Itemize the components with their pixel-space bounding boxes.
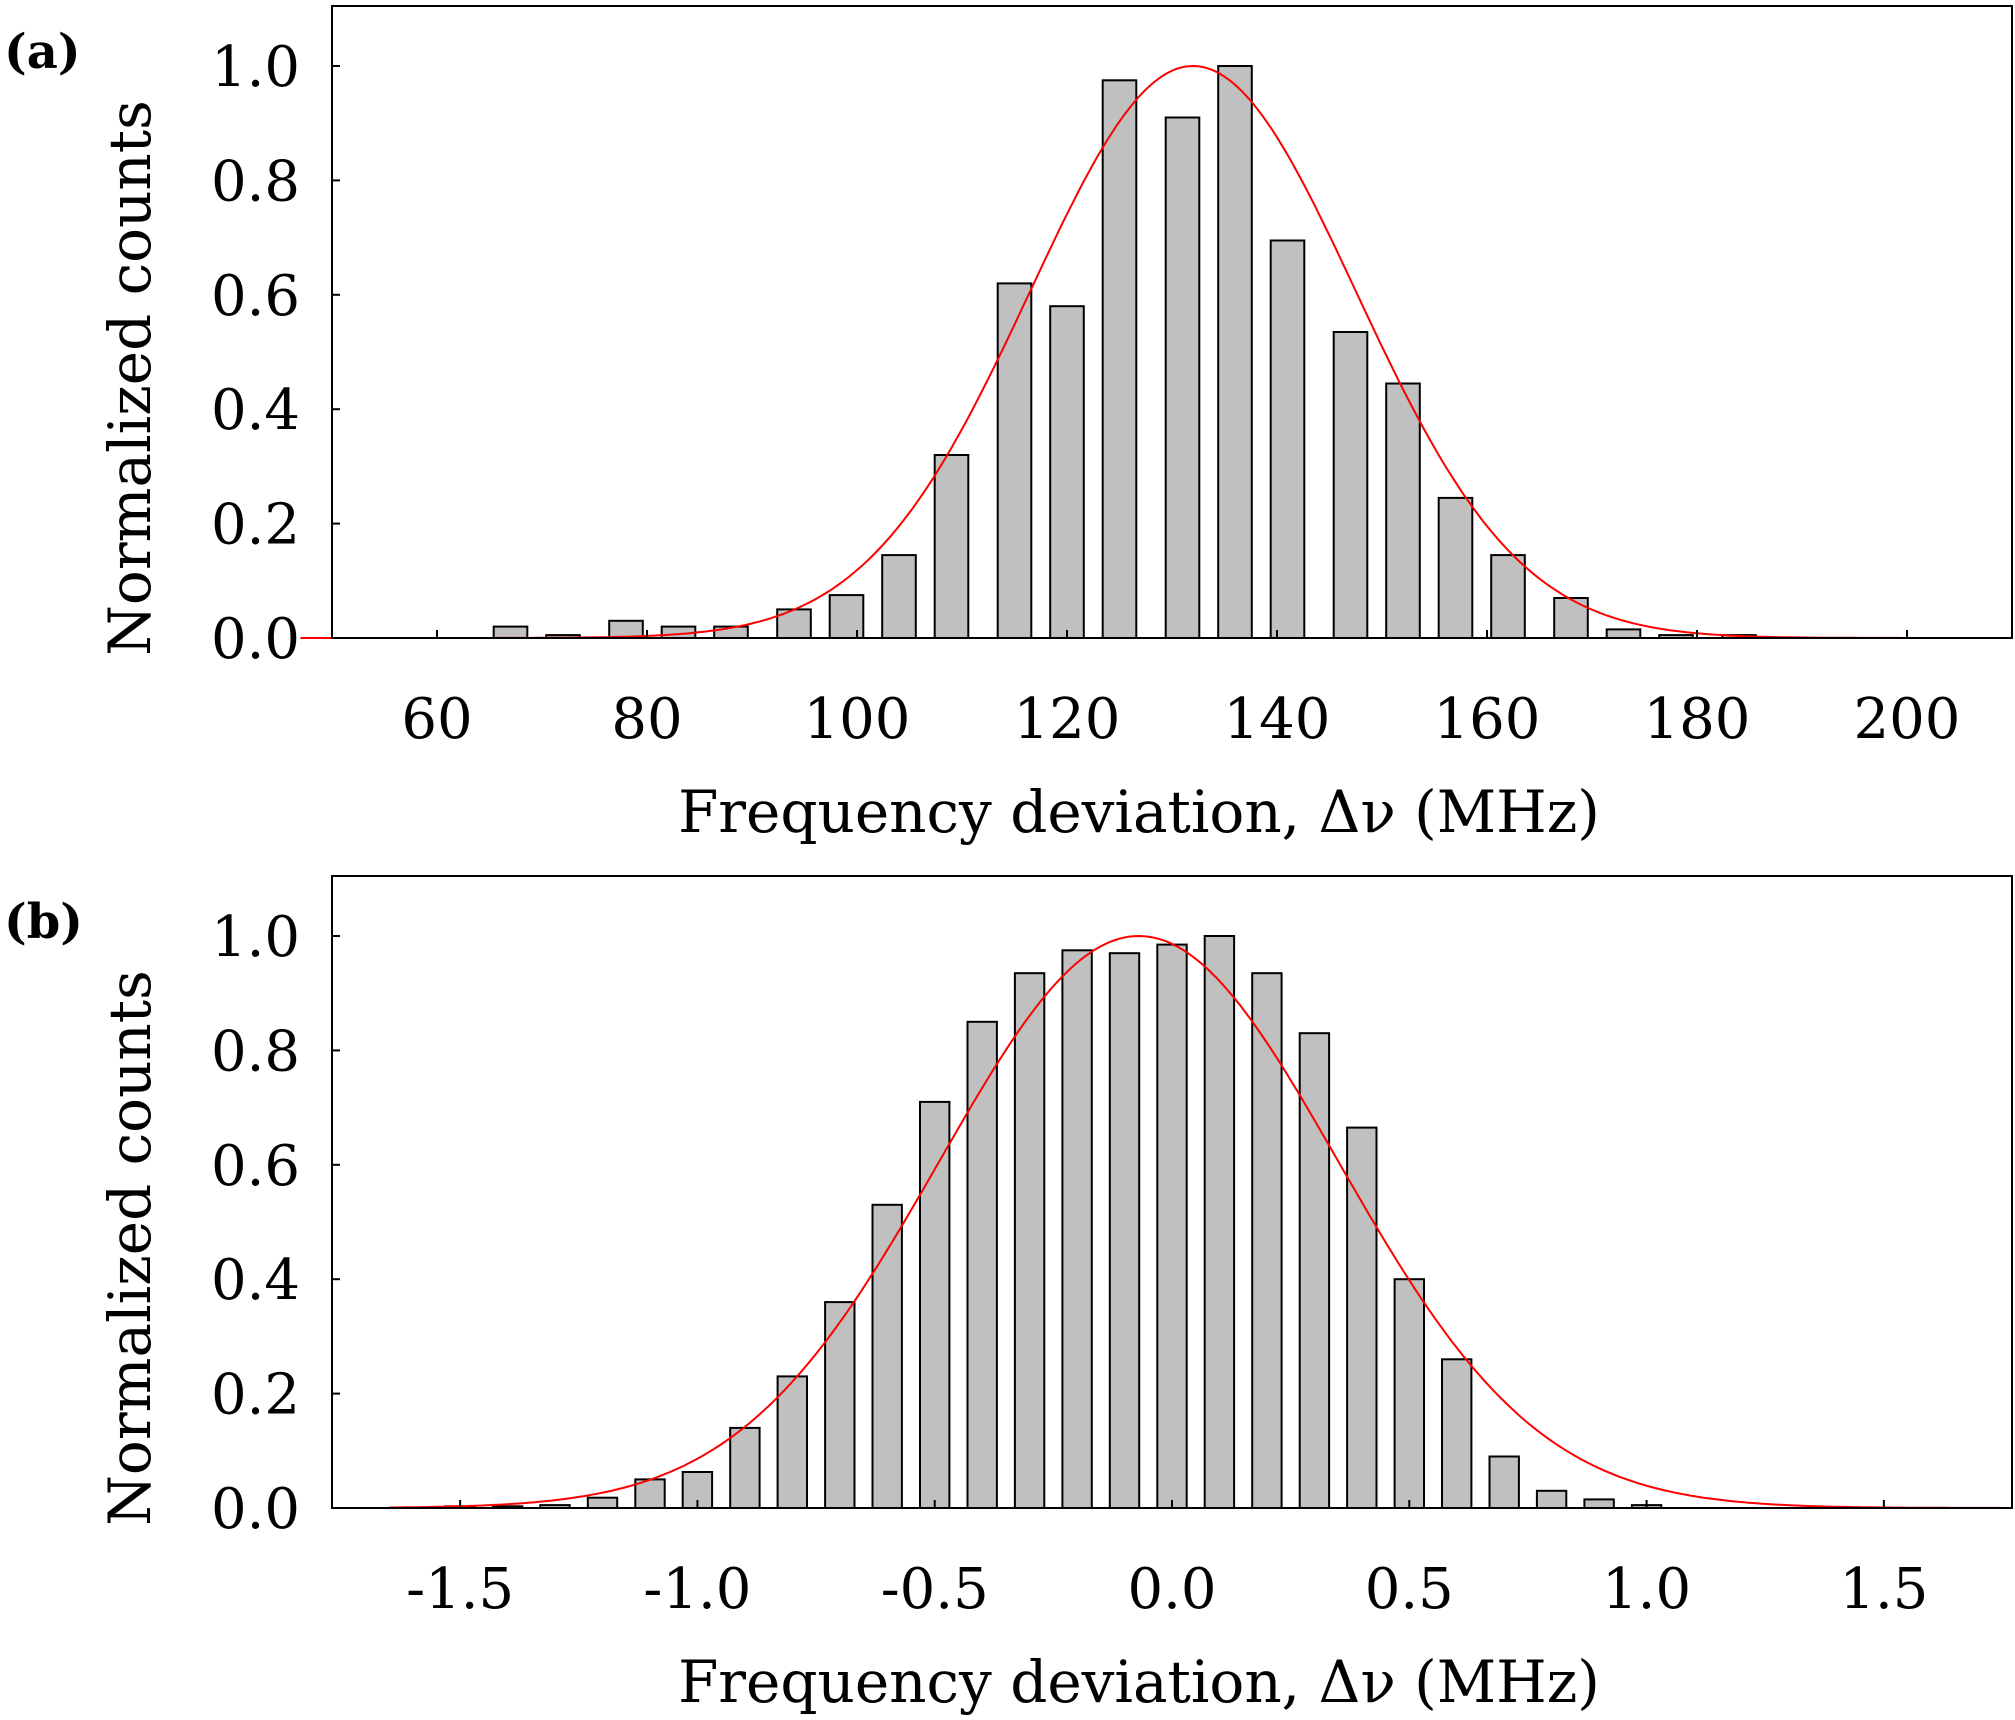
panel-a-bar (1437, 496, 1474, 639)
panel-a-bar (1101, 79, 1138, 640)
panel-b-bar (1441, 1358, 1473, 1510)
panel-a-x-tick-label: 200 (1854, 687, 1961, 752)
panel-a-bar (1269, 239, 1306, 639)
panel-b-x-tick-label: -1.0 (643, 1557, 751, 1622)
panel-a-x-tick-label: 120 (1014, 687, 1121, 752)
panel-b-y-tick-label: 1.0 (211, 905, 300, 970)
panel-a-bar (1490, 554, 1526, 639)
panel-a-bar (828, 594, 865, 639)
panel-a-y-ticks: 0.0 0.2 0.4 0.6 0.8 1.0 (211, 35, 340, 672)
panel-b-bars (444, 935, 1663, 1510)
panel-a-y-tick-label: 0.6 (211, 264, 300, 329)
panel-b-bar (1061, 949, 1093, 1509)
panel-a-x-ticks: 60 80 100 120 140 160 180 200 (401, 630, 1960, 752)
panel-b-x-tick-label: -1.5 (406, 1557, 514, 1622)
panel-b-bar (1393, 1278, 1425, 1509)
panel-b-bar (919, 1100, 951, 1510)
panel-b-y-tick-label: 0.6 (211, 1134, 300, 1199)
panel-b-bar (824, 1301, 856, 1509)
panel-b-bar (1156, 943, 1188, 1509)
panel-b-x-tick-label: -0.5 (881, 1557, 989, 1622)
panel-a-bars (492, 65, 1757, 640)
panel-a-x-tick-label: 100 (804, 687, 911, 752)
panel-a-x-axis-title: Frequency deviation, Δν (MHz) (678, 778, 1600, 846)
panel-b-y-tick-label: 0.4 (211, 1248, 300, 1313)
panel-b-y-tick-label: 0.8 (211, 1019, 300, 1084)
panel-a-plot-frame (331, 5, 2013, 639)
panel-a-y-tick-label: 0.8 (211, 149, 300, 214)
panel-a-bar (1553, 597, 1589, 639)
panel-b-x-axis-title: Frequency deviation, Δν (MHz) (678, 1648, 1600, 1716)
panel-a-y-tick-label: 0.0 (211, 607, 300, 672)
panel-b-label: (b) (4, 894, 83, 950)
panel-b-gaussian-fit-curve (388, 934, 2012, 1509)
panel-b-bar (1535, 1489, 1568, 1510)
panel-b-bar (634, 1478, 666, 1510)
panel-b-bar (1013, 972, 1046, 1509)
panel-a-y-tick-label: 1.0 (211, 35, 300, 100)
panel-b-bar (1203, 935, 1236, 1509)
panel-b-bar (1251, 972, 1283, 1509)
panel-a-bar (1605, 628, 1642, 640)
panel-b-bar (776, 1375, 808, 1510)
panel-a-bar (1385, 382, 1421, 639)
panel-a-x-tick-label: 140 (1224, 687, 1331, 752)
panel-b-x-ticks: -1.5 -1.0 -0.5 0.0 0.5 1.0 1.5 (406, 1500, 1928, 1622)
panel-b-x-tick-label: 1.5 (1839, 1557, 1928, 1622)
panel-b-y-ticks: 0.0 0.2 0.4 0.6 0.8 1.0 (211, 905, 340, 1542)
panel-b-x-tick-label: 0.0 (1127, 1557, 1216, 1622)
panel-a-y-tick-label: 0.4 (211, 378, 300, 443)
panel-a-gaussian-fit-curve (300, 64, 2012, 639)
panel-a-y-axis-title: Normalized counts (96, 100, 164, 656)
panel-b-x-tick-label: 1.0 (1602, 1557, 1691, 1622)
panel-a-x-tick-label: 80 (611, 687, 682, 752)
panel-a-bar (996, 282, 1033, 639)
panel-b-bar (1346, 1126, 1378, 1509)
panel-a-x-tick-label: 160 (1434, 687, 1541, 752)
panel-b-bar (729, 1426, 761, 1510)
panel-b-bar (1488, 1455, 1520, 1509)
panel-a-bar (1217, 65, 1253, 639)
panel-b-bar (966, 1020, 998, 1509)
panel-b-bar (1583, 1498, 1615, 1510)
panel-b: (b) Normalized counts Frequency deviatio… (4, 875, 2013, 1716)
panel-a-bar (933, 454, 970, 639)
panel-a-bar (1164, 116, 1201, 639)
panel-b-x-tick-label: 0.5 (1365, 1557, 1454, 1622)
panel-b-y-axis-title: Normalized counts (96, 970, 164, 1526)
panel-a-bar (1049, 305, 1085, 639)
panel-a-bar (881, 554, 917, 639)
panel-b-bar (1298, 1032, 1331, 1509)
panel-b-bar (586, 1496, 619, 1509)
panel-a-bar (776, 608, 812, 640)
panel-a-x-tick-label: 180 (1644, 687, 1751, 752)
panel-a-bar (1332, 331, 1369, 639)
panel-b-bar (871, 1203, 903, 1510)
panel-a-x-tick-label: 60 (401, 687, 472, 752)
panel-a-bar (492, 625, 529, 639)
panel-b-bar (1108, 952, 1141, 1509)
panel-a-y-tick-label: 0.2 (211, 493, 300, 558)
panel-a: (a) Normalized counts Frequency deviatio… (4, 5, 2013, 846)
panel-b-y-tick-label: 0.2 (211, 1363, 300, 1428)
panel-a-label: (a) (4, 24, 81, 80)
panel-b-y-tick-label: 0.0 (211, 1477, 300, 1542)
